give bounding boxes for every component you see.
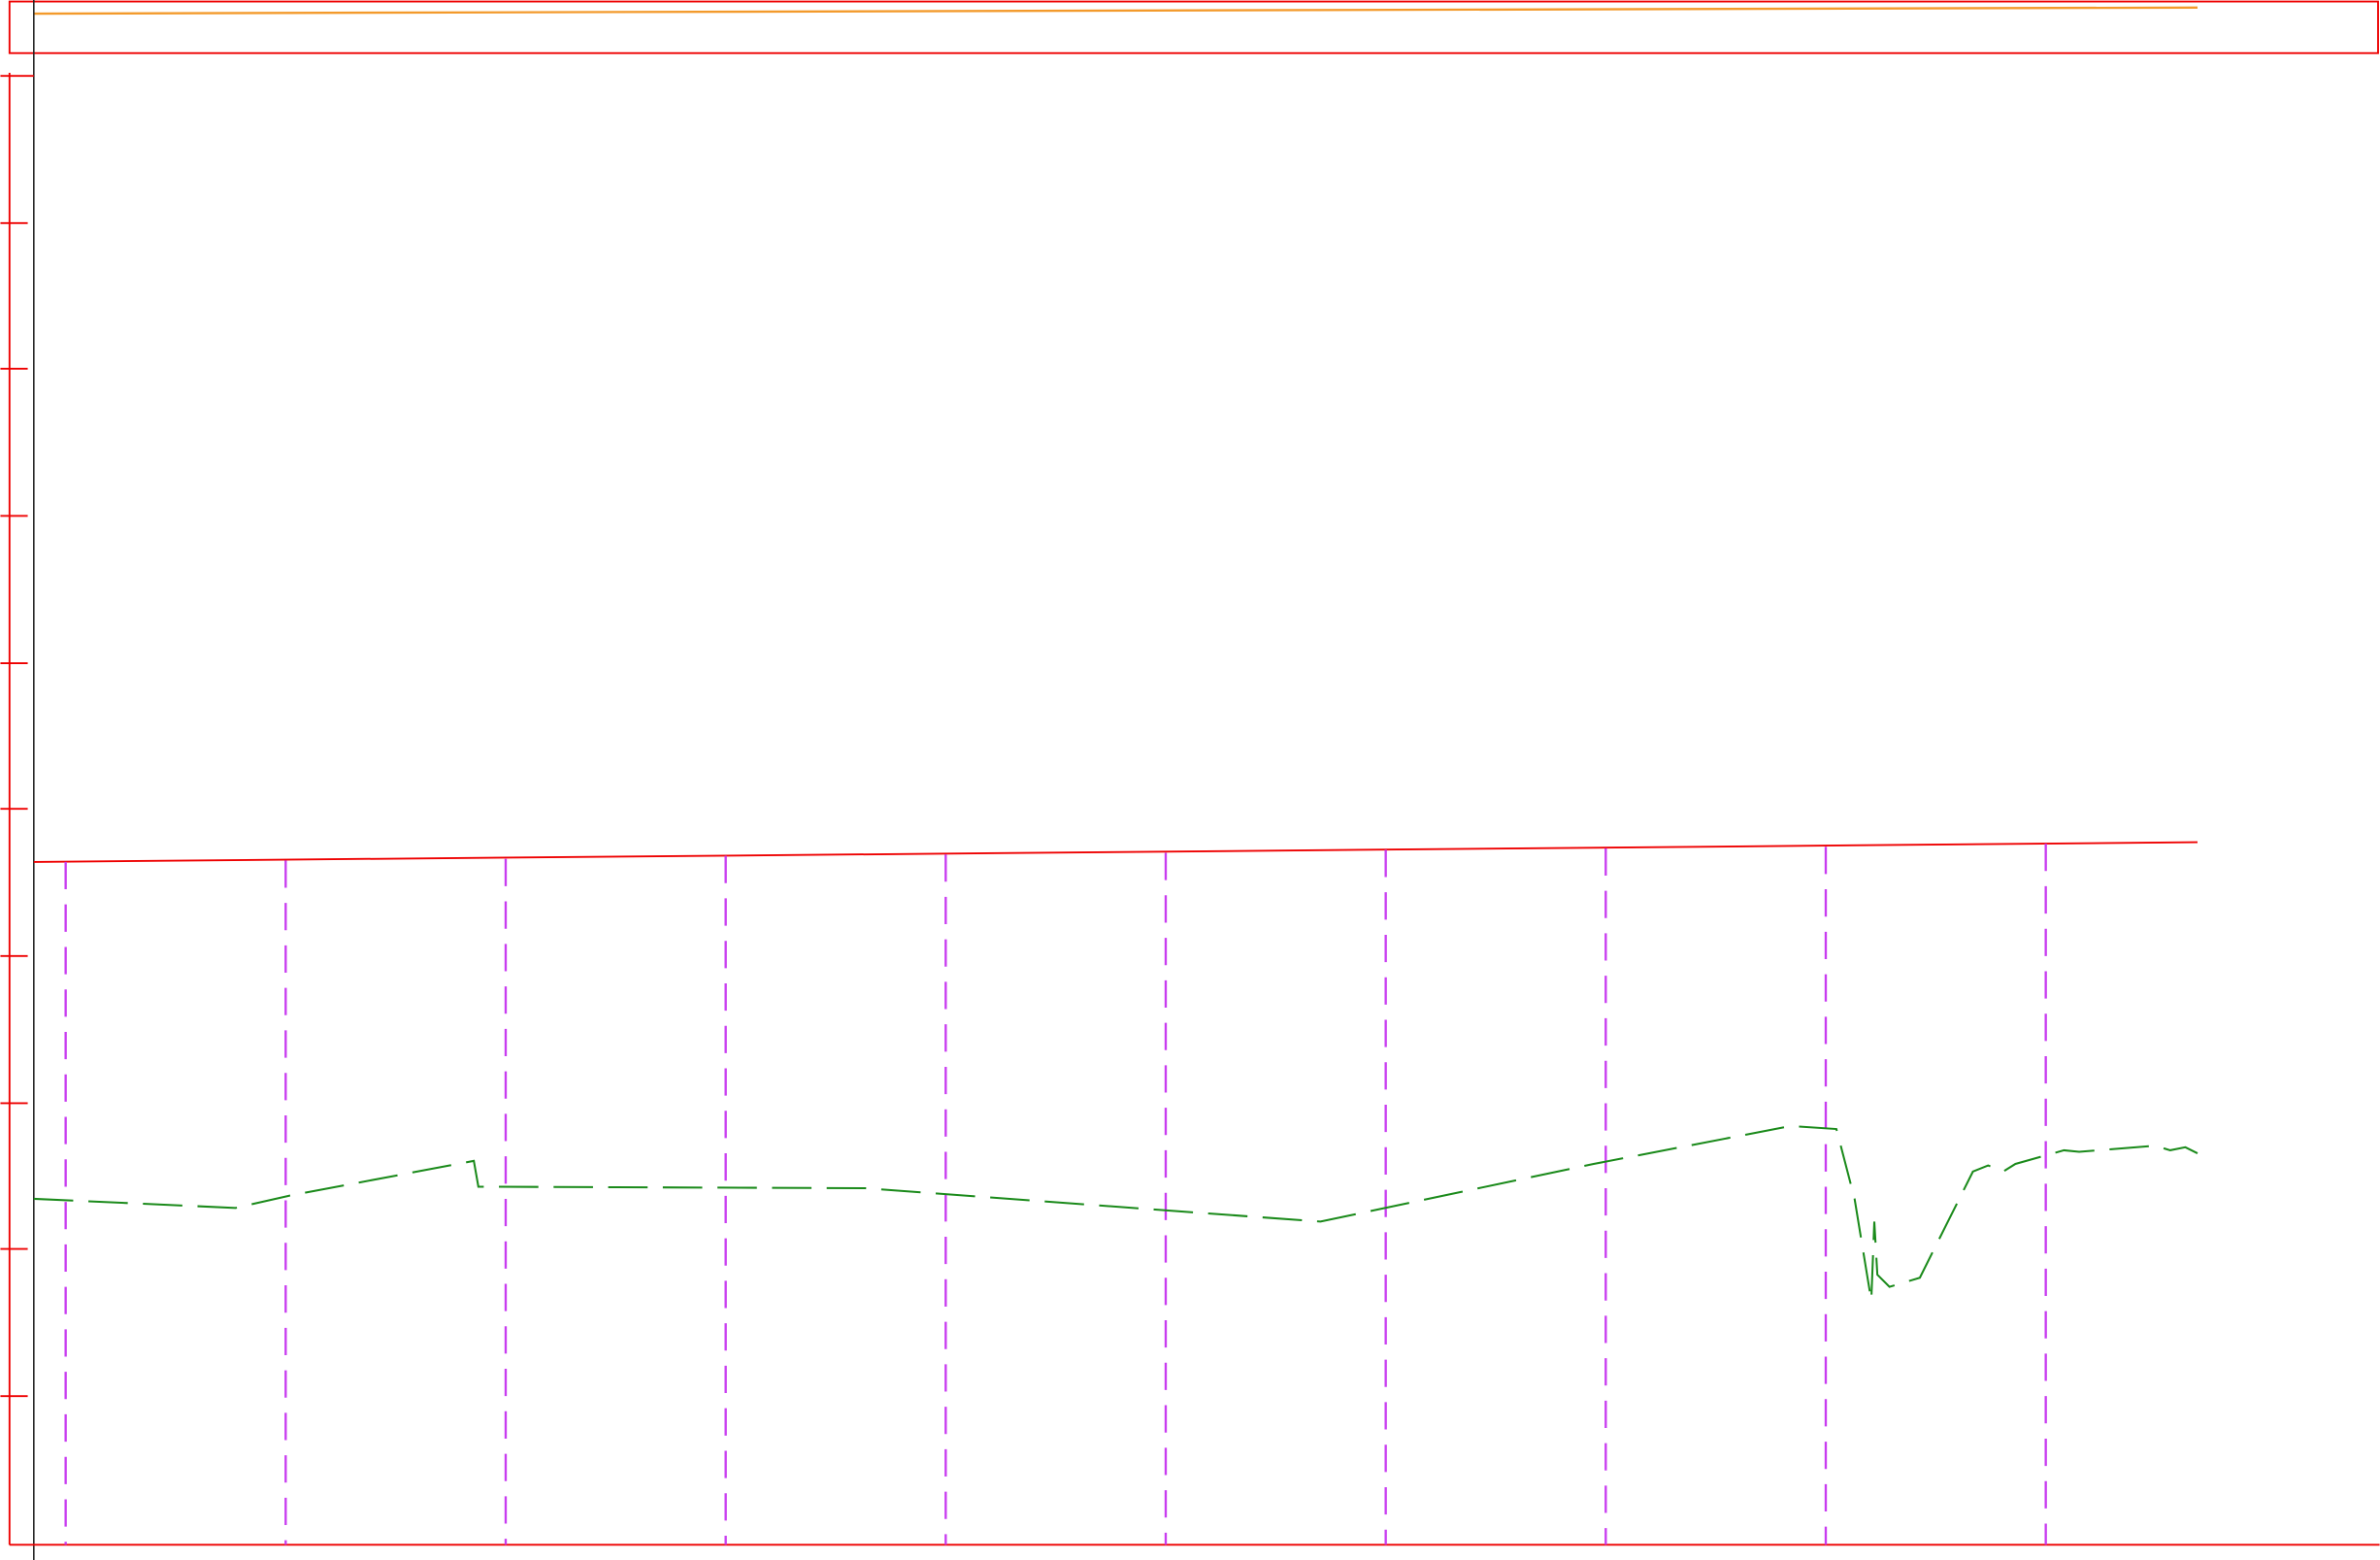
orange-line (33, 6, 2198, 16)
vertical-dashes (64, 844, 2047, 1545)
left-scale (0, 73, 34, 1545)
top-frame (8, 0, 2379, 54)
green-dashed-line (33, 1124, 2198, 1301)
red-slant-line (33, 841, 2198, 863)
